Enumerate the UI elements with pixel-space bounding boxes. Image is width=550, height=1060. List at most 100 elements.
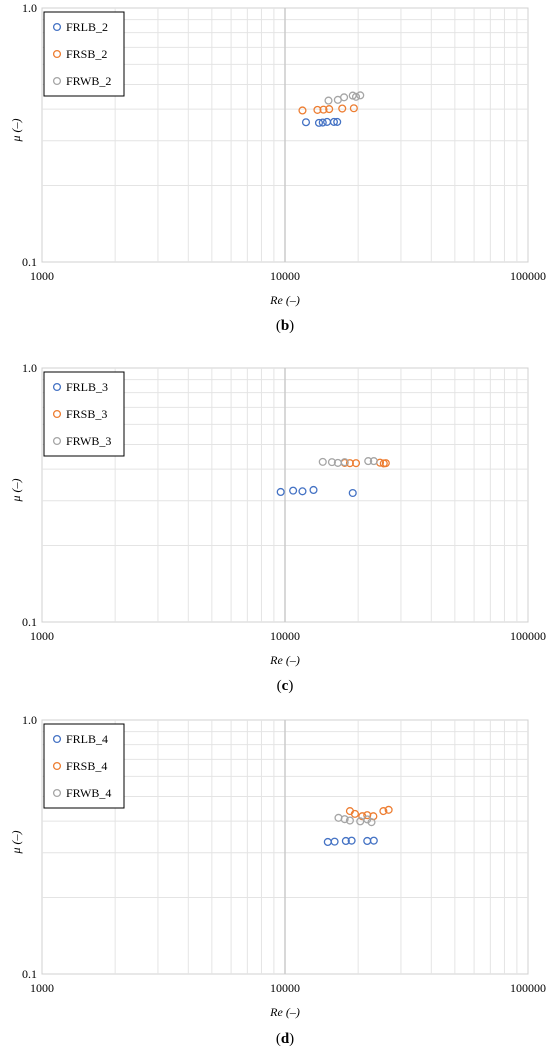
data-point: [301, 118, 311, 127]
legend-marker: [52, 436, 62, 446]
x-tick-label: 1000: [30, 269, 54, 283]
data-point: [338, 104, 347, 113]
data-point: [345, 459, 354, 468]
legend-marker: [52, 49, 62, 59]
data-point: [276, 487, 285, 497]
x-axis-label: Re (–): [269, 653, 300, 667]
data-point: [325, 105, 334, 114]
data-point: [350, 809, 359, 818]
y-tick-label: 1.0: [22, 361, 37, 375]
data-point: [347, 836, 356, 845]
legend-marker: [52, 22, 62, 32]
data-point: [329, 117, 338, 126]
x-tick-label: 1000: [30, 981, 54, 995]
data-point: [319, 105, 328, 114]
x-tick-label: 100000: [510, 981, 546, 995]
data-point: [318, 457, 327, 466]
legend-entry: FRSB_2: [66, 47, 107, 61]
data-point: [379, 807, 388, 816]
legend-marker: [52, 76, 62, 86]
series-FRLB_4: [323, 836, 378, 847]
legend-entry: FRSB_3: [66, 407, 107, 421]
data-point: [364, 457, 373, 466]
legend-marker: [52, 788, 62, 798]
x-tick-label: 10000: [270, 981, 300, 995]
legend: FRLB_2 FRSB_2 FRWB_2: [43, 11, 125, 97]
legend-marker: [52, 734, 62, 744]
data-point: [369, 836, 378, 845]
legend-marker: [52, 382, 62, 392]
x-tick-label: 100000: [510, 269, 546, 283]
panel-label: (b): [276, 318, 294, 334]
x-tick-label: 100000: [510, 629, 546, 643]
data-point: [381, 459, 390, 468]
legend-box: [43, 371, 125, 457]
y-axis-label: μ (–): [9, 478, 23, 502]
legend-entry: FRLB_4: [66, 732, 108, 746]
series-FRLB_2: [301, 117, 342, 127]
data-point: [341, 836, 350, 846]
y-tick-label: 0.1: [22, 615, 37, 629]
gridlines: [42, 368, 528, 622]
legend-box: [43, 723, 125, 809]
legend-entry: FRLB_3: [66, 380, 108, 394]
series-FRLB_3: [276, 485, 357, 498]
y-tick-label: 1.0: [22, 1, 37, 15]
data-point: [351, 459, 361, 468]
y-tick-label: 0.1: [22, 255, 37, 269]
y-axis-label: μ (–): [9, 118, 23, 142]
data-point: [340, 815, 349, 824]
legend: FRLB_3 FRSB_3 FRWB_3: [43, 371, 125, 457]
data-point: [309, 485, 318, 495]
legend-entry: FRWB_2: [66, 74, 111, 88]
y-tick-label: 0.1: [22, 967, 37, 981]
series-FRSB_2: [298, 104, 358, 115]
data-point: [324, 96, 333, 105]
series-FRWB_2: [324, 91, 365, 105]
legend-entry: FRLB_2: [66, 20, 108, 34]
data-point: [349, 104, 358, 113]
data-point: [340, 458, 349, 467]
panel-label: (d): [276, 1031, 294, 1047]
y-axis-label: μ (–): [9, 830, 23, 854]
legend-box: [43, 11, 125, 97]
x-tick-label: 10000: [270, 269, 300, 283]
legend-entry: FRWB_4: [66, 786, 111, 800]
data-point: [356, 817, 365, 826]
data-point: [367, 818, 376, 827]
data-point: [330, 837, 339, 846]
y-tick-label: 1.0: [22, 713, 37, 727]
data-point: [298, 487, 307, 496]
data-point: [327, 458, 336, 467]
data-point: [351, 92, 361, 101]
data-point: [333, 117, 342, 126]
x-tick-label: 10000: [270, 629, 300, 643]
x-tick-label: 1000: [30, 629, 54, 643]
series-FRWB_3: [318, 457, 378, 467]
legend: FRLB_4 FRSB_4 FRWB_4: [43, 723, 125, 809]
data-point: [345, 816, 354, 825]
x-axis-label: Re (–): [269, 293, 300, 307]
legend-marker: [52, 409, 62, 419]
data-point: [348, 488, 357, 498]
data-point: [298, 106, 307, 115]
data-point: [384, 805, 393, 814]
data-point: [313, 105, 322, 114]
series-FRSB_4: [345, 805, 393, 821]
data-point: [369, 457, 378, 466]
legend-marker: [52, 761, 62, 771]
data-point: [318, 118, 327, 127]
series-FRWB_4: [334, 813, 376, 827]
data-point: [356, 91, 365, 100]
data-point: [340, 93, 349, 102]
legend-entry: FRWB_3: [66, 434, 111, 448]
x-axis-label: Re (–): [269, 1005, 300, 1019]
data-point: [314, 118, 324, 127]
panel-label: (c): [277, 678, 294, 694]
legend-entry: FRSB_4: [66, 759, 107, 773]
data-point: [289, 486, 298, 495]
